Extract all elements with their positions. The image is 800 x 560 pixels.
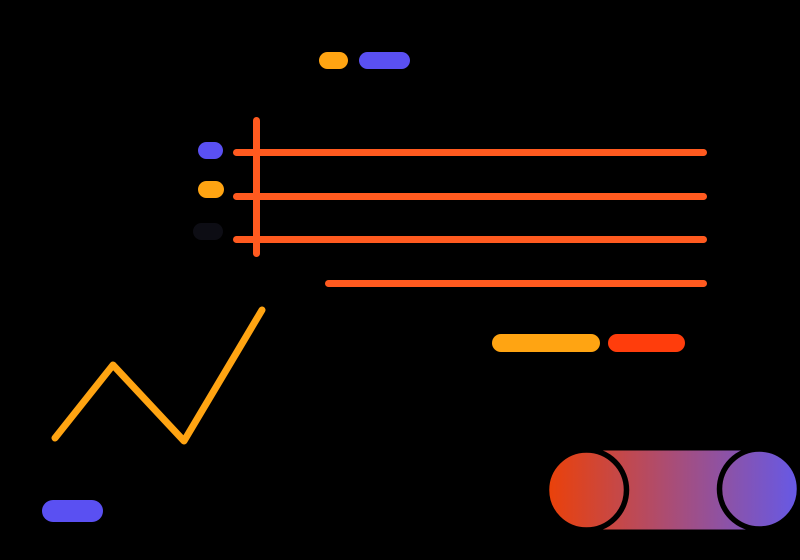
chart-rule-line-2 [233,193,707,200]
row-chip-orange [198,181,224,198]
chart-rule-line-1 [233,149,707,156]
chart-axis-vertical [253,117,260,257]
row-chip-dark [193,223,223,240]
stat-chip-amber [492,334,600,352]
legend-chip-blue [359,52,410,69]
legend-chip-orange [319,52,348,69]
capsule-body[interactable] [548,450,798,530]
stat-chip-red [608,334,685,352]
chart-rule-line-4 [325,280,707,287]
chart-rule-line-3 [233,236,707,243]
capsule-knob-left-ring[interactable] [543,447,630,533]
row-chip-blue [198,142,223,159]
trend-line [51,306,266,445]
footer-chip-blue [42,500,103,522]
